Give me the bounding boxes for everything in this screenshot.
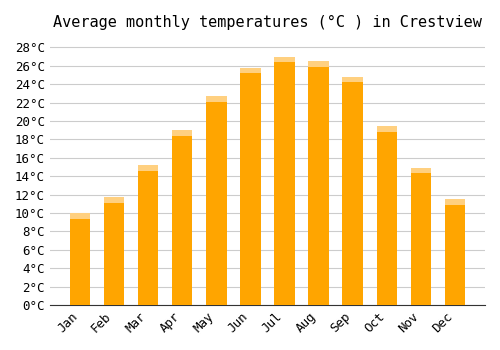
Bar — [70, 213, 90, 305]
Bar — [70, 213, 90, 218]
Bar — [172, 130, 193, 305]
Bar — [240, 68, 260, 73]
Title: Average monthly temperatures (°C ) in Crestview: Average monthly temperatures (°C ) in Cr… — [53, 15, 482, 30]
Bar — [410, 168, 431, 305]
Bar — [138, 165, 158, 171]
Bar — [308, 61, 329, 305]
Bar — [274, 57, 294, 62]
Bar — [172, 130, 193, 136]
Bar — [274, 57, 294, 305]
Bar — [104, 197, 124, 203]
Bar — [342, 77, 363, 305]
Bar — [308, 61, 329, 66]
Bar — [376, 126, 397, 305]
Bar — [240, 68, 260, 305]
Bar — [206, 96, 227, 102]
Bar — [376, 126, 397, 132]
Bar — [410, 168, 431, 173]
Bar — [342, 77, 363, 82]
Bar — [445, 199, 465, 205]
Bar — [138, 165, 158, 305]
Bar — [445, 199, 465, 305]
Bar — [206, 96, 227, 305]
Bar — [104, 197, 124, 305]
